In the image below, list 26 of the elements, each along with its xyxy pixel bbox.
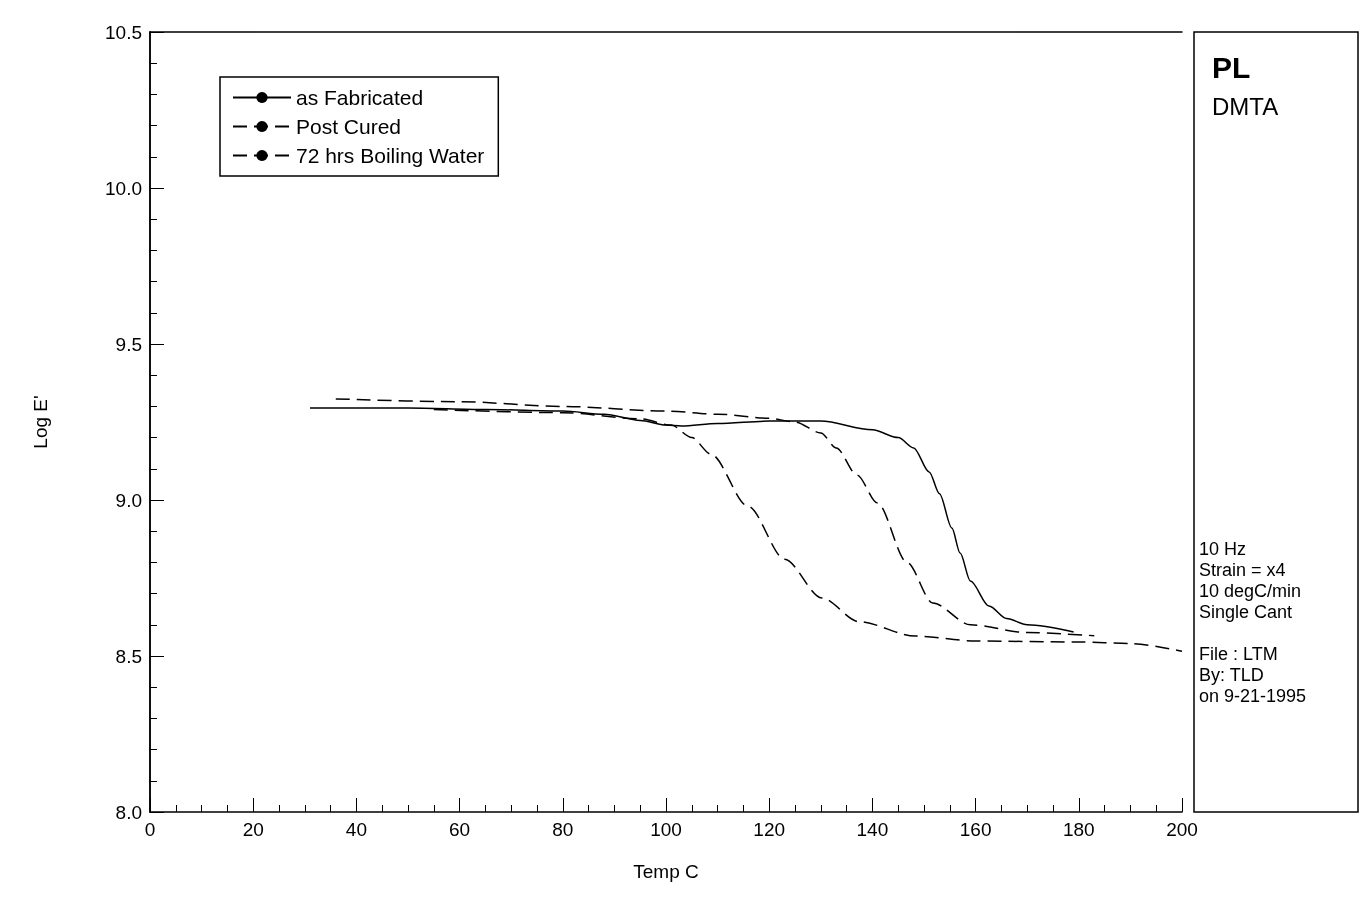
y-tick-label: 8.0 (115, 801, 142, 823)
x-tick-label: 180 (1062, 819, 1095, 840)
y-axis-title: Log E' (30, 395, 51, 449)
text: File : LTM By: TLD on 9-21-1995 (1199, 643, 1307, 706)
y-tick-label: 10.0 (105, 177, 142, 199)
x-tick-label: 160 (959, 819, 992, 840)
x-tick-label: 20 (242, 819, 264, 840)
legend-label: 72 hrs Boiling Water (296, 144, 485, 167)
x-tick-label: 100 (650, 819, 682, 840)
legend-label: as Fabricated (296, 86, 424, 109)
y-tick-label: 10.5 (105, 21, 142, 43)
x-tick-label: 200 (1166, 819, 1198, 840)
x-tick-label: 80 (552, 819, 574, 840)
text: 10 Hz Strain = x4 10 degC/min Single Cant (1199, 538, 1302, 622)
x-tick-label: 60 (449, 819, 471, 840)
x-tick-label: 0 (144, 819, 156, 840)
x-tick-label: 40 (345, 819, 367, 840)
x-tick-label: 120 (753, 819, 786, 840)
text: DMTA (1212, 92, 1279, 120)
legend-label: Post Cured (296, 115, 402, 138)
x-tick-label: 140 (856, 819, 889, 840)
y-tick-label: 9.5 (115, 333, 142, 355)
y-tick-label: 9.0 (115, 489, 142, 511)
text: PL (1212, 50, 1251, 84)
y-tick-label: 8.5 (115, 645, 142, 667)
x-axis-title: Temp C (633, 861, 699, 882)
